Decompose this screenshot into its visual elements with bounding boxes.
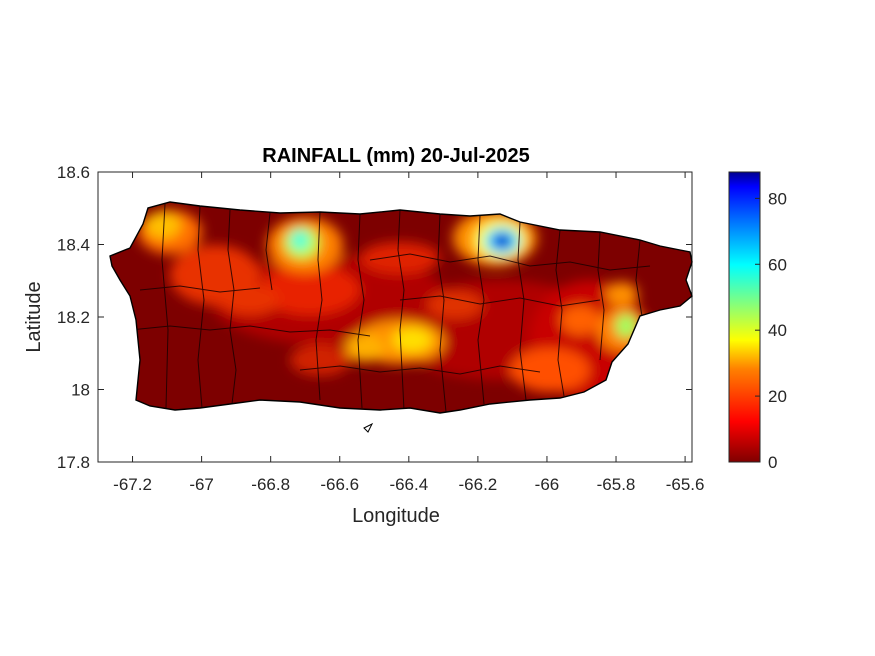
colorbar-tick-label: 80 (768, 189, 787, 208)
chart-title: RAINFALL (mm) 20-Jul-2025 (262, 145, 529, 167)
y-tick-label: 18.4 (57, 236, 90, 255)
x-tick-label: -65.8 (597, 475, 636, 494)
x-tick-label: -66.2 (459, 475, 498, 494)
y-axis-label: Latitude (23, 281, 45, 352)
x-axis: -67.2 -67 -66.8 -66.6 -66.4 -66.2 -66 -65.8 -65.… (98, 172, 704, 527)
y-tick-label: 18.6 (57, 163, 90, 182)
caja-de-muertos-islet (363, 422, 374, 433)
municipality-boundaries (129, 203, 651, 413)
colorbar: 0 20 40 60 80 (728, 171, 787, 472)
x-axis-label: Longitude (352, 505, 440, 527)
y-tick-label: 18.2 (57, 308, 90, 327)
y-tick-label: 18 (71, 381, 90, 400)
colorbar-tick-label: 60 (768, 255, 787, 274)
x-tick-label: -67 (189, 475, 214, 494)
x-tick-label: -66.8 (251, 475, 290, 494)
colorbar-gradient (728, 171, 761, 463)
x-tick-label: -66 (535, 475, 560, 494)
y-axis: 17.8 18 18.2 18.4 18.6 Latitude (23, 163, 692, 472)
x-tick-label: -66.6 (320, 475, 359, 494)
colorbar-tick-label: 0 (768, 453, 777, 472)
y-tick-label: 17.8 (57, 453, 90, 472)
x-tick-label: -67.2 (113, 475, 152, 494)
x-tick-label: -66.4 (389, 475, 428, 494)
x-tick-label: -65.6 (666, 475, 705, 494)
colorbar-tick-label: 40 (768, 321, 787, 340)
coastline (109, 201, 693, 433)
colorbar-tick-label: 20 (768, 387, 787, 406)
